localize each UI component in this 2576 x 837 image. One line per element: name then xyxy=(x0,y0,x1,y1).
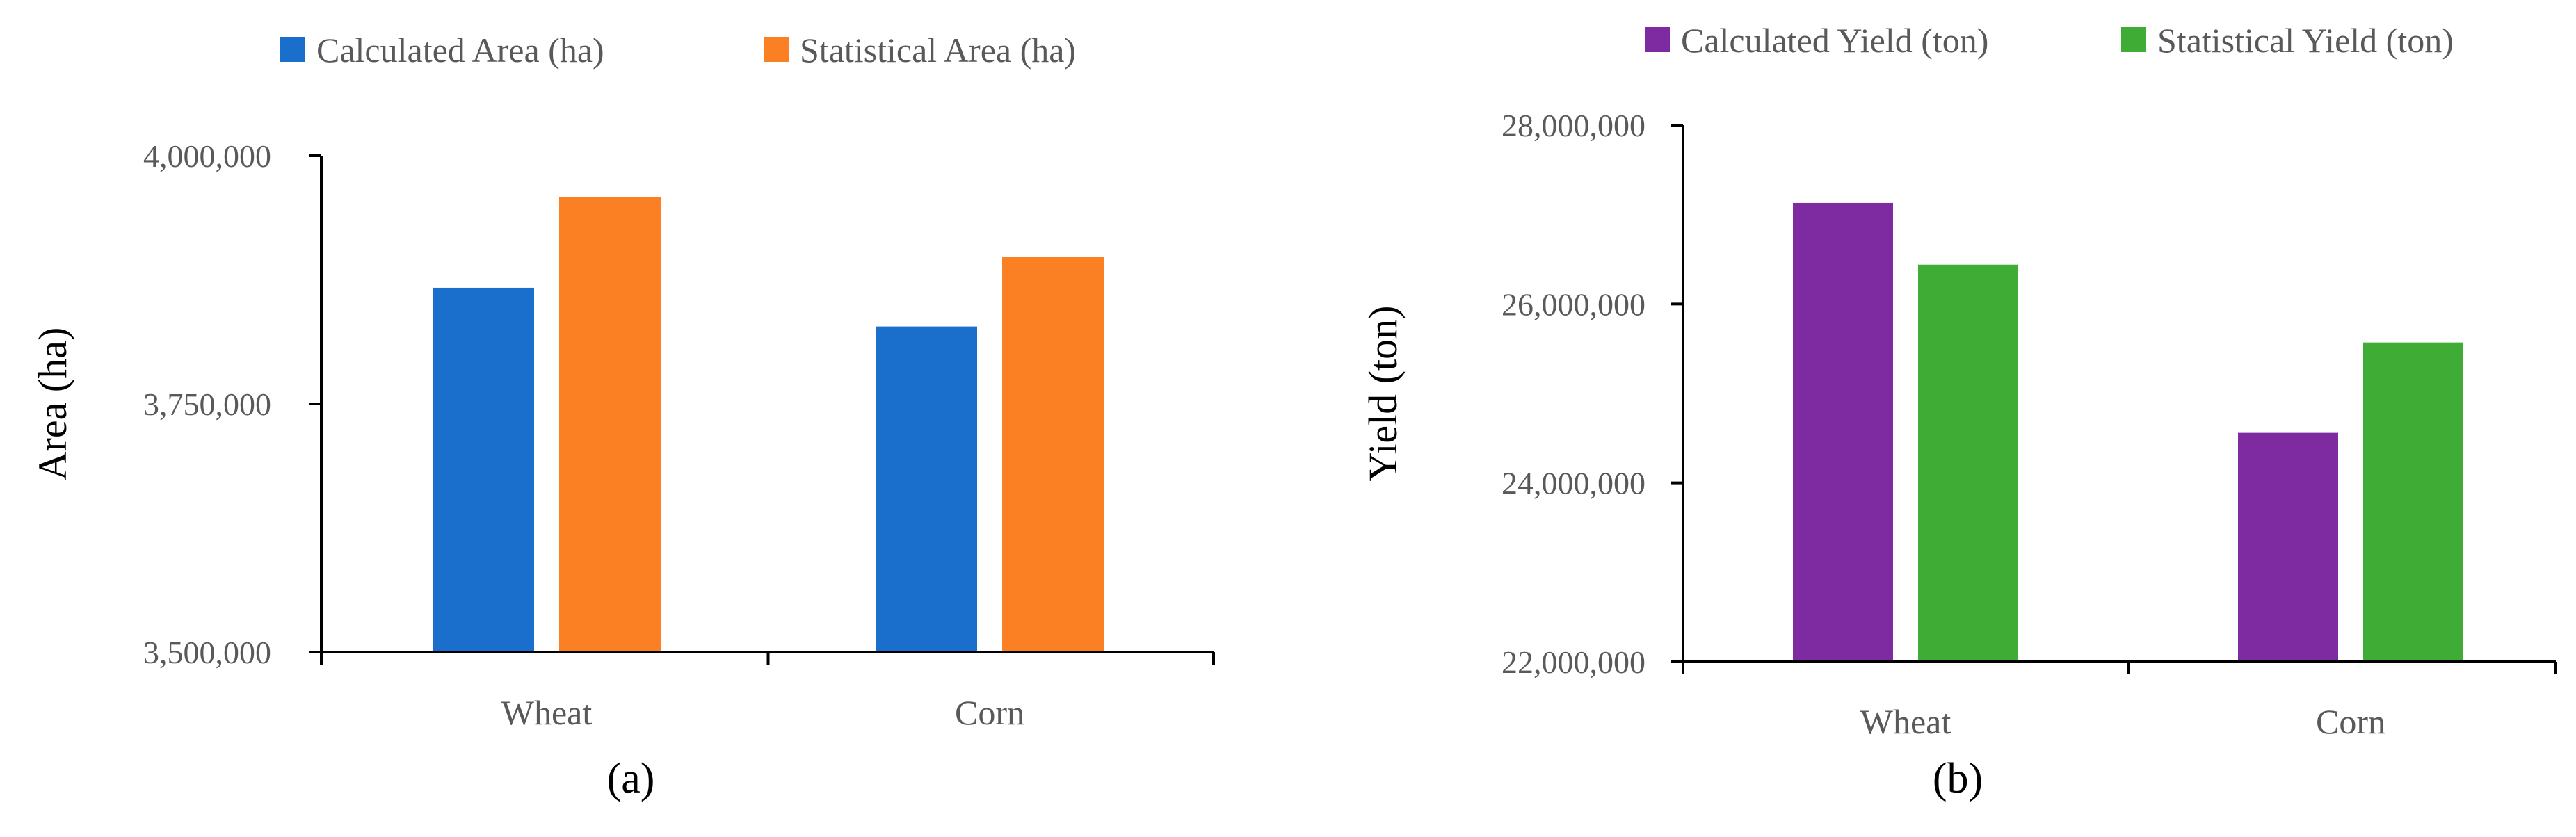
bar-b-wheat-statistical xyxy=(1918,264,2018,663)
bar-a-wheat-statistical xyxy=(559,197,661,652)
y-tick-label-a-1: 3,500,000 xyxy=(143,635,271,670)
panel-label-a: (a) xyxy=(607,755,655,802)
legend-label-a-2: Statistical Area (ha) xyxy=(800,31,1076,70)
bar-a-corn-calculated xyxy=(876,326,977,652)
legend-swatch-a-1 xyxy=(280,37,305,62)
legend-label-a-1: Calculated Area (ha) xyxy=(316,31,604,70)
legend-swatch-b-1 xyxy=(1645,27,1670,52)
y-tick-label-b-1: 22,000,000 xyxy=(1502,644,1645,680)
y-tick-label-b-2: 24,000,000 xyxy=(1502,466,1645,501)
y-axis-title-b: Yield (ton) xyxy=(1360,306,1406,482)
bar-b-wheat-calculated xyxy=(1793,202,1893,662)
y-axis-title-a: Area (ha) xyxy=(30,327,75,481)
legend-label-b-1: Calculated Yield (ton) xyxy=(1681,21,1988,60)
x-tick-label-a-corn: Corn xyxy=(955,693,1024,732)
legend-label-b-2: Statistical Yield (ton) xyxy=(2157,21,2454,60)
y-tick-label-a-3: 4,000,000 xyxy=(143,138,271,174)
bar-a-wheat-calculated xyxy=(433,287,534,652)
y-tick-label-a-2: 3,750,000 xyxy=(143,387,271,422)
y-tick-label-b-4: 28,000,000 xyxy=(1502,108,1645,143)
bar-b-corn-statistical xyxy=(2363,342,2463,662)
panel-label-b: (b) xyxy=(1933,755,1983,802)
bar-b-corn-calculated xyxy=(2238,432,2338,662)
legend-swatch-b-2 xyxy=(2121,27,2146,52)
y-tick-label-b-3: 26,000,000 xyxy=(1502,286,1645,322)
x-tick-label-a-wheat: Wheat xyxy=(501,693,593,732)
bar-a-corn-statistical xyxy=(1002,257,1104,652)
legend-swatch-a-2 xyxy=(764,37,789,62)
x-tick-label-b-corn: Corn xyxy=(2316,702,2385,741)
x-tick-label-b-wheat: Wheat xyxy=(1860,702,1951,741)
